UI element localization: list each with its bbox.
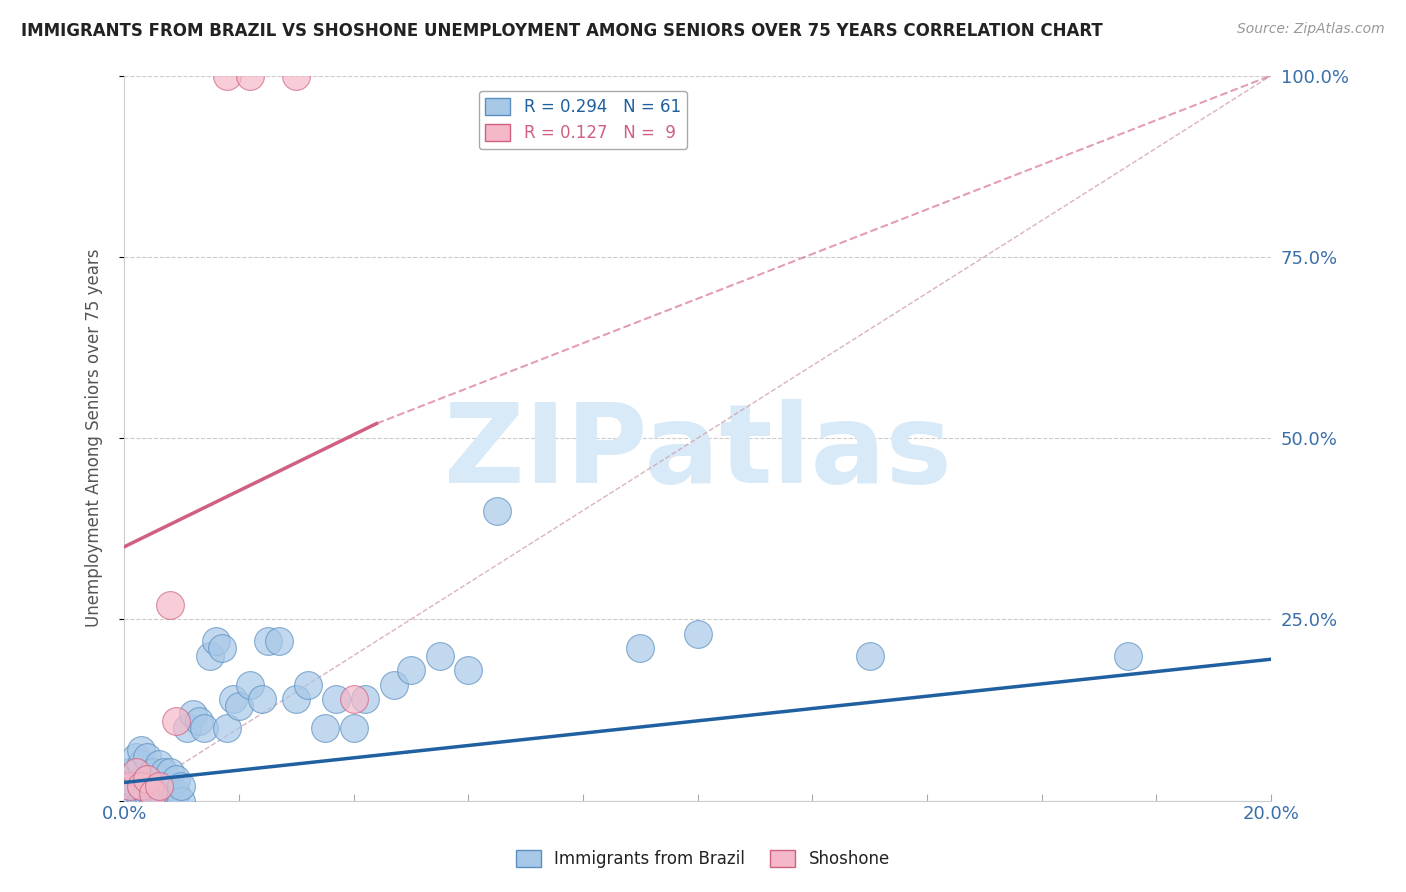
Point bbox=[429, 648, 451, 663]
Point bbox=[267, 634, 290, 648]
Point bbox=[193, 721, 215, 735]
Point bbox=[142, 794, 165, 808]
Point bbox=[1116, 648, 1139, 663]
Point bbox=[136, 786, 159, 800]
Point bbox=[165, 714, 187, 728]
Point bbox=[142, 779, 165, 793]
Point bbox=[176, 721, 198, 735]
Point bbox=[285, 692, 308, 706]
Point bbox=[354, 692, 377, 706]
Point bbox=[159, 764, 181, 779]
Point bbox=[124, 794, 146, 808]
Point bbox=[485, 503, 508, 517]
Point bbox=[165, 786, 187, 800]
Point bbox=[159, 598, 181, 612]
Point bbox=[205, 634, 228, 648]
Point bbox=[285, 69, 308, 83]
Point bbox=[217, 721, 239, 735]
Point bbox=[250, 692, 273, 706]
Point bbox=[211, 641, 233, 656]
Text: Source: ZipAtlas.com: Source: ZipAtlas.com bbox=[1237, 22, 1385, 37]
Point bbox=[118, 779, 141, 793]
Point bbox=[124, 764, 146, 779]
Point bbox=[222, 692, 245, 706]
Point bbox=[239, 69, 262, 83]
Point bbox=[142, 786, 165, 800]
Point bbox=[325, 692, 347, 706]
Legend: Immigrants from Brazil, Shoshone: Immigrants from Brazil, Shoshone bbox=[509, 843, 897, 875]
Point bbox=[399, 663, 422, 677]
Point bbox=[256, 634, 278, 648]
Point bbox=[153, 779, 176, 793]
Point bbox=[124, 779, 146, 793]
Point bbox=[131, 794, 153, 808]
Point bbox=[228, 699, 250, 714]
Point bbox=[342, 692, 364, 706]
Point bbox=[124, 772, 146, 786]
Point bbox=[118, 779, 141, 793]
Text: ZIPatlas: ZIPatlas bbox=[444, 399, 952, 506]
Point bbox=[170, 794, 193, 808]
Point bbox=[124, 750, 146, 764]
Point bbox=[314, 721, 336, 735]
Point bbox=[148, 786, 170, 800]
Point bbox=[136, 772, 159, 786]
Point bbox=[153, 764, 176, 779]
Point bbox=[131, 757, 153, 772]
Point bbox=[686, 627, 709, 641]
Point bbox=[239, 677, 262, 691]
Point bbox=[136, 772, 159, 786]
Legend: R = 0.294   N = 61, R = 0.127   N =  9: R = 0.294 N = 61, R = 0.127 N = 9 bbox=[478, 91, 688, 149]
Point bbox=[131, 779, 153, 793]
Point bbox=[342, 721, 364, 735]
Point bbox=[382, 677, 405, 691]
Point bbox=[142, 779, 165, 793]
Text: IMMIGRANTS FROM BRAZIL VS SHOSHONE UNEMPLOYMENT AMONG SENIORS OVER 75 YEARS CORR: IMMIGRANTS FROM BRAZIL VS SHOSHONE UNEMP… bbox=[21, 22, 1102, 40]
Point bbox=[131, 779, 153, 793]
Point bbox=[118, 764, 141, 779]
Point bbox=[187, 714, 209, 728]
Point bbox=[165, 772, 187, 786]
Point bbox=[131, 779, 153, 793]
Point bbox=[118, 786, 141, 800]
Point bbox=[217, 69, 239, 83]
Point bbox=[457, 663, 479, 677]
Point bbox=[142, 764, 165, 779]
Point bbox=[297, 677, 319, 691]
Point bbox=[181, 706, 204, 721]
Point bbox=[136, 772, 159, 786]
Point bbox=[159, 779, 181, 793]
Point bbox=[628, 641, 651, 656]
Point bbox=[198, 648, 221, 663]
Point bbox=[859, 648, 882, 663]
Point bbox=[148, 779, 170, 793]
Point bbox=[153, 794, 176, 808]
Point bbox=[148, 772, 170, 786]
Point bbox=[170, 779, 193, 793]
Y-axis label: Unemployment Among Seniors over 75 years: Unemployment Among Seniors over 75 years bbox=[86, 249, 103, 627]
Point bbox=[131, 743, 153, 757]
Point bbox=[136, 750, 159, 764]
Point bbox=[148, 757, 170, 772]
